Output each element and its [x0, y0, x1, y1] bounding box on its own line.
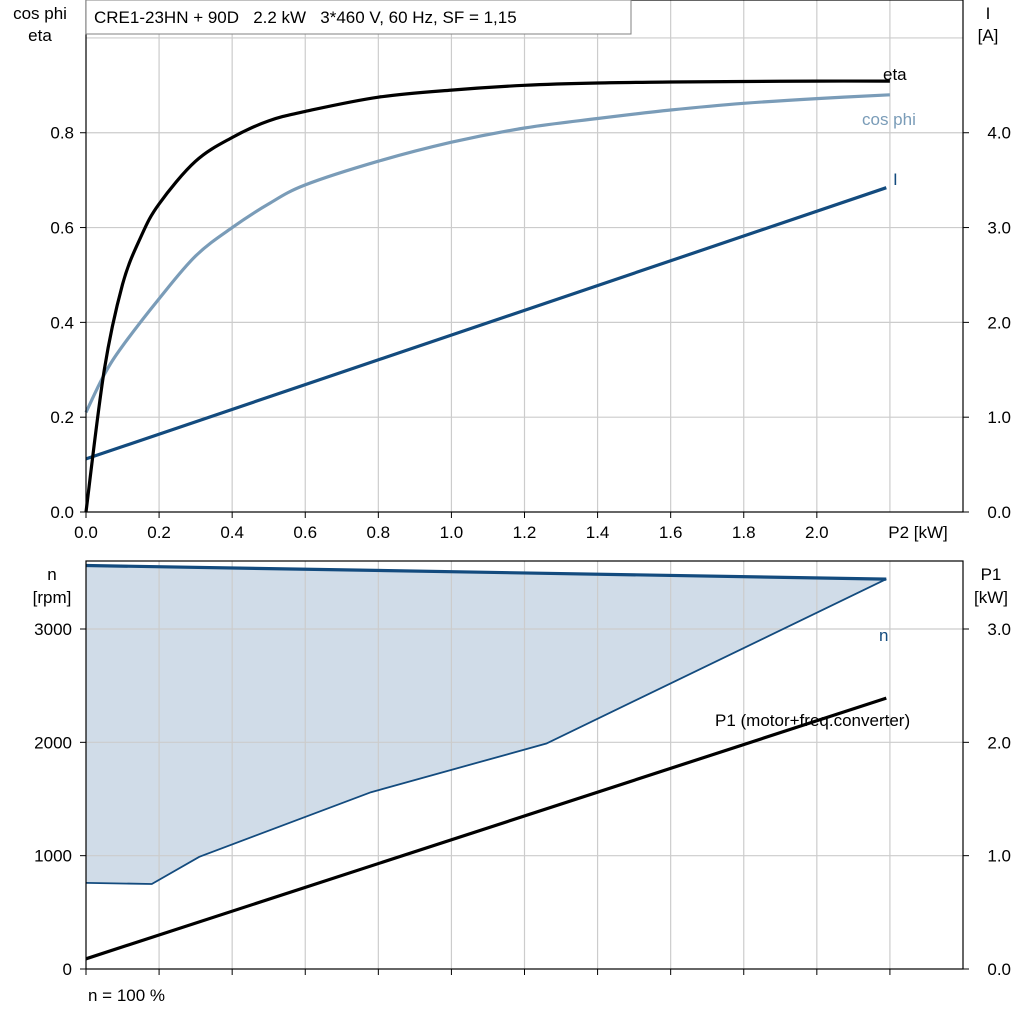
y-left-label-n-line2: [rpm]: [33, 588, 72, 607]
bottom-chart-series: [85, 563, 887, 961]
speed-range-area: [86, 565, 887, 884]
series-label-eta: eta: [883, 65, 907, 84]
y-right-label-line2: [A]: [978, 26, 999, 45]
y-right-tick-label: 1.0: [987, 408, 1011, 427]
top-chart: 0.0 0.2 0.4 0.6 0.8 1.0 1.2 1.4 1.6 1.8 2.0 0.0 0.2 0…: [13, 0, 1011, 542]
y-right-tick-label: 2.0: [987, 313, 1011, 332]
y-right-tick-label: 3.0: [987, 620, 1011, 639]
current-line: [85, 186, 887, 461]
x-tick-label: 0.8: [367, 523, 391, 542]
y-right-tick-label: 2.0: [987, 733, 1011, 752]
series-label-cos-phi: cos phi: [862, 110, 916, 129]
y-left-tick-label: 3000: [34, 620, 72, 639]
chart-title-box: [85, 0, 632, 35]
x-tick-label: 0.2: [147, 523, 171, 542]
y-right-tick-label: 0.0: [987, 503, 1011, 522]
x-tick-label: 2.0: [805, 523, 829, 542]
top-chart-ticks: 0.0 0.2 0.4 0.6 0.8 1.0 1.2 1.4 1.6 1.8 2.0 0.0 0.2 0…: [50, 124, 1011, 542]
eta-curve: [84, 79, 890, 513]
x-tick-label: 1.6: [659, 523, 683, 542]
y-left-tick-label: 0.8: [50, 124, 74, 143]
bottom-chart: 0 1000 2000 3000 0.0 1.0 2.0 3.0 n [rpm] P1 [kW…: [33, 560, 1011, 1005]
cos-phi-curve: [84, 93, 890, 414]
top-chart-series: [84, 79, 890, 513]
bottom-chart-area: [86, 565, 887, 884]
x-tick-label: 1.8: [732, 523, 756, 542]
chart-title: CRE1-23HN + 90D 2.2 kW 3*460 V, 60 Hz, S…: [94, 8, 517, 27]
min-speed-curve: [85, 578, 887, 885]
y-left-tick-label: 2000: [34, 733, 72, 752]
y-right-tick-label: 3.0: [987, 219, 1011, 238]
top-chart-grid: [86, 0, 963, 512]
series-label-current: I: [893, 170, 898, 189]
x-tick-label: 0.6: [293, 523, 317, 542]
y-left-tick-label: 0.6: [50, 219, 74, 238]
y-right-tick-label: 0.0: [987, 960, 1011, 979]
x-tick-label: 0.0: [74, 523, 98, 542]
y-left-tick-label: 0.4: [50, 313, 74, 332]
p1-line: [85, 696, 887, 961]
bottom-chart-grid: [86, 561, 963, 969]
y-left-label-line2: eta: [28, 26, 52, 45]
series-label-p1: P1 (motor+freq.converter): [715, 711, 910, 730]
y-right-tick-label: 1.0: [987, 847, 1011, 866]
y-left-tick-label: 0.0: [50, 503, 74, 522]
footer-note: n = 100 %: [88, 986, 165, 1005]
y-left-tick-label: 1000: [34, 847, 72, 866]
x-tick-label: 1.4: [586, 523, 610, 542]
y-left-tick-label: 0: [63, 960, 72, 979]
y-right-tick-label: 4.0: [987, 124, 1011, 143]
y-right-label-p1-line1: P1: [981, 565, 1002, 584]
x-tick-label: 0.4: [220, 523, 244, 542]
y-right-label-p1-line2: [kW]: [974, 588, 1008, 607]
y-left-label-n-line1: n: [47, 565, 56, 584]
y-left-label-line1: cos phi: [13, 4, 67, 23]
speed-line: [85, 563, 887, 581]
bottom-chart-ticks: 0 1000 2000 3000 0.0 1.0 2.0 3.0: [34, 620, 1011, 979]
series-label-n: n: [879, 626, 888, 645]
x-axis-label: P2 [kW]: [888, 523, 948, 542]
x-tick-label: 1.0: [440, 523, 464, 542]
y-left-tick-label: 0.2: [50, 408, 74, 427]
y-right-label-line1: I: [986, 4, 991, 23]
x-tick-label: 1.2: [513, 523, 537, 542]
